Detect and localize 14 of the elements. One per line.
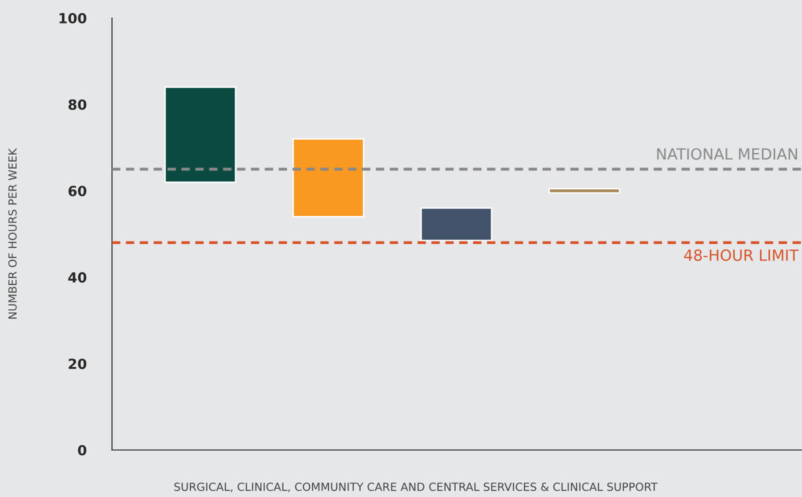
- y-tick-label: 0: [78, 444, 86, 456]
- y-tick-label: 20: [68, 358, 86, 370]
- y-tick-label: 40: [68, 272, 86, 283]
- y-axis-title: NUMBER OF HOURS PER WEEK: [8, 148, 17, 319]
- bar: [164, 86, 236, 183]
- bar: [548, 188, 620, 194]
- y-tick-label: 80: [68, 99, 86, 110]
- ref-line-label: 48-HOUR LIMIT: [684, 249, 799, 261]
- bar: [420, 207, 492, 242]
- y-tick-label: 100: [60, 12, 86, 24]
- bar: [292, 138, 364, 218]
- x-axis-title: SURGICAL, CLINICAL, COMMUNITY CARE AND CENTRAL SERVICES & CLINICAL SUPPORT: [174, 482, 658, 492]
- ref-line-label: NATIONAL MEDIAN: [657, 148, 798, 160]
- y-tick-label: 60: [68, 186, 86, 196]
